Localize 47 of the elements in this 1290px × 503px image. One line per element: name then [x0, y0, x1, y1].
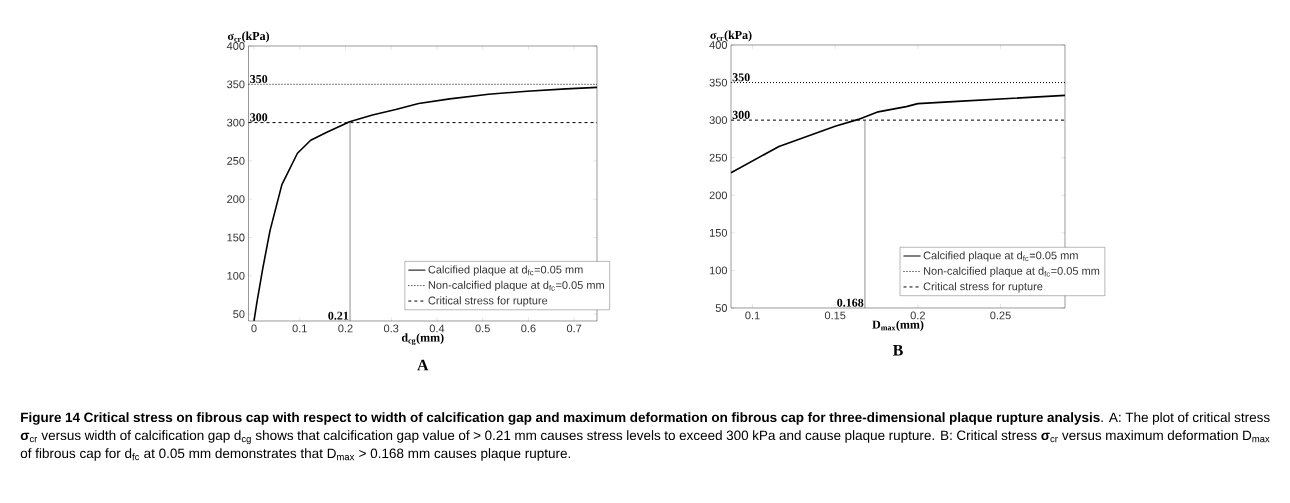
legend-label: Non-calcified plaque at d$_{fc}$=0.05 mm — [428, 280, 604, 292]
annotation: 0.168 — [837, 298, 864, 307]
text: A — [417, 359, 429, 371]
legend-label: Calcified plaque at d$_{fc}$=0.05 mm — [428, 265, 583, 276]
x-tick-label: 0.1 — [745, 311, 760, 320]
x-tick-label: 0.2 — [910, 311, 925, 320]
y-tick-label: 100 — [709, 266, 728, 275]
annotation: 350 — [732, 73, 750, 82]
annotation: 300 — [250, 113, 268, 122]
annotation: 350 — [250, 74, 268, 84]
x-tick-label: 0.4 — [429, 324, 445, 333]
y-tick-label: 250 — [227, 157, 245, 165]
x-tick-label: 0 — [251, 324, 257, 333]
text: Figure 14 Critical stress on fibrous cap with respect to width of calcification gap and maximum deformation on fibrous cap for three-dimensional plaque rupture analysis. A: The plot of critical stress σ$_{cr}$ versus width of calcification gap d$_{cg}$ shows that calcification gap value of > 0.21 mm causes stress levels to exceed 300 kPa and cause plaque rupture. B: Critical stress σ$_{cr}$ versus maximum deformation D$_{max}$ of fibrous cap for d$_{fc}$ at 0.05 mm demonstrates that D$_{max}$ > 0.168 mm causes plaque rupture. — [20, 412, 1270, 461]
x-axis-title: d$_{cg}$(mm) — [401, 333, 444, 346]
y-tick-label: 50 — [233, 310, 245, 318]
x-tick-label: 0.3 — [383, 324, 399, 333]
y-tick-label: 350 — [709, 78, 728, 87]
annotation: 300 — [732, 110, 750, 119]
x-tick-label: 0.1 — [292, 324, 307, 333]
x-tick-label: 0.6 — [521, 324, 536, 333]
text: B — [892, 344, 903, 356]
legend-label: Critical stress for rupture — [923, 282, 1043, 293]
annotation: 0.21 — [328, 311, 349, 320]
y-tick-label: 300 — [227, 118, 245, 127]
x-tick-label: 0.5 — [475, 324, 490, 333]
x-tick-label: 0.25 — [990, 311, 1011, 320]
y-tick-label: 400 — [709, 41, 728, 49]
y-tick-label: 200 — [709, 191, 728, 200]
y-tick-label: 400 — [226, 42, 245, 50]
x-tick-label: 0.7 — [566, 324, 582, 333]
legend-label: Critical stress for rupture — [428, 296, 548, 307]
y-tick-label: 350 — [227, 80, 245, 89]
x-tick-label: 0.15 — [824, 311, 846, 320]
y-axis-title: σ$_{cr}$(kPa) — [227, 31, 270, 43]
legend-label: Calcified plaque at d$_{fc}$=0.05 mm — [923, 251, 1078, 262]
y-tick-label: 250 — [709, 153, 728, 162]
y-axis-title: σ$_{cr}$(kPa) — [710, 30, 752, 42]
x-axis-title: D$_{max}$(mm) — [872, 320, 924, 332]
y-tick-label: 50 — [715, 304, 728, 312]
x-tick-label: 0.2 — [338, 324, 353, 333]
legend-label: Non-calcified plaque at d$_{fc}$=0.05 mm — [924, 266, 1100, 277]
y-tick-label: 150 — [227, 233, 245, 242]
y-tick-label: 100 — [227, 271, 245, 280]
y-tick-label: 200 — [227, 195, 245, 204]
y-tick-label: 150 — [709, 228, 728, 237]
y-tick-label: 300 — [709, 116, 728, 125]
